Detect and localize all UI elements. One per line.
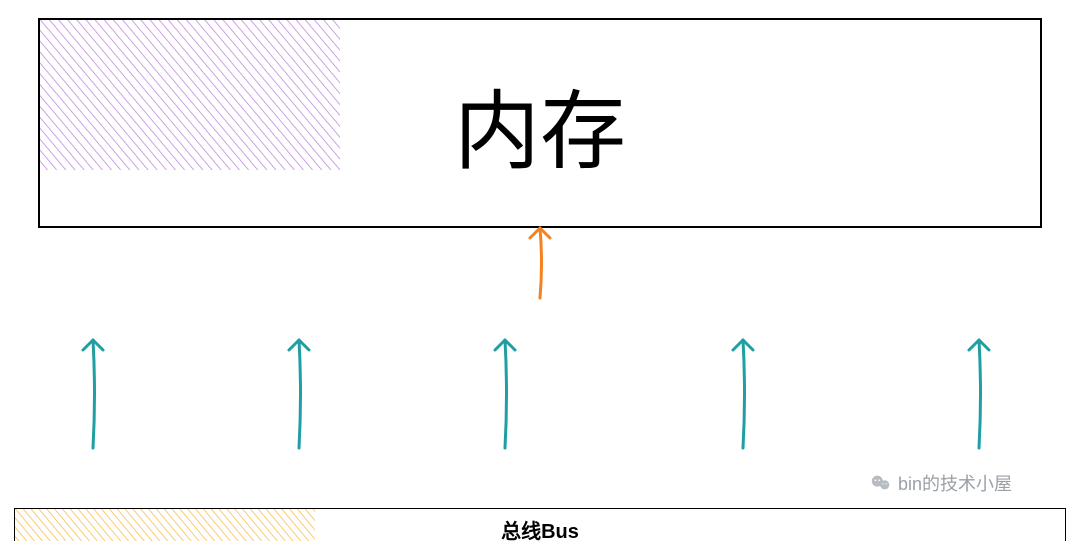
wechat-icon <box>870 472 892 494</box>
watermark: bin的技术小屋 <box>870 470 1012 496</box>
bus-label: 总线Bus <box>495 515 585 541</box>
memory-label: 内存 <box>454 61 626 186</box>
cpu-layer: CPU CPU CPU CPU CPU <box>0 252 1080 541</box>
watermark-text: bin的技术小屋 <box>898 470 1012 496</box>
